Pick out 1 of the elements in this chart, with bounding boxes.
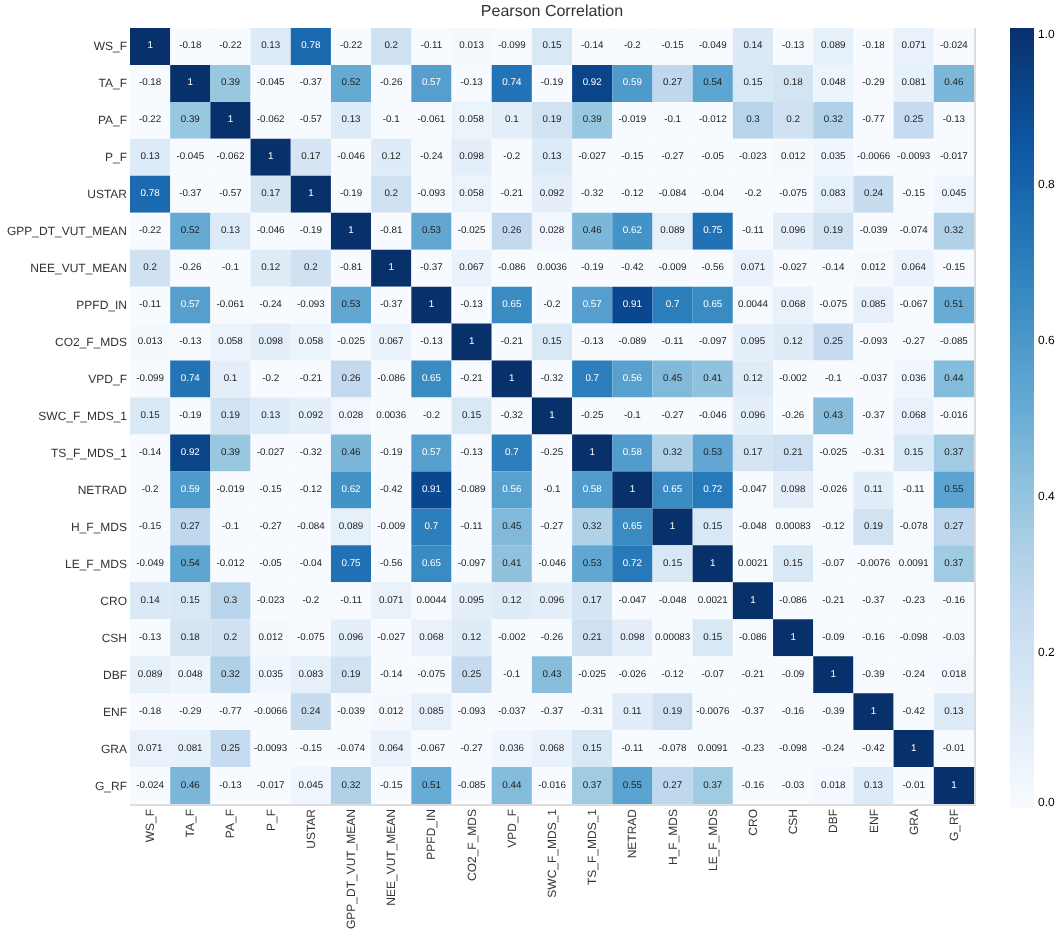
chart-title: Pearson Correlation bbox=[480, 2, 624, 20]
